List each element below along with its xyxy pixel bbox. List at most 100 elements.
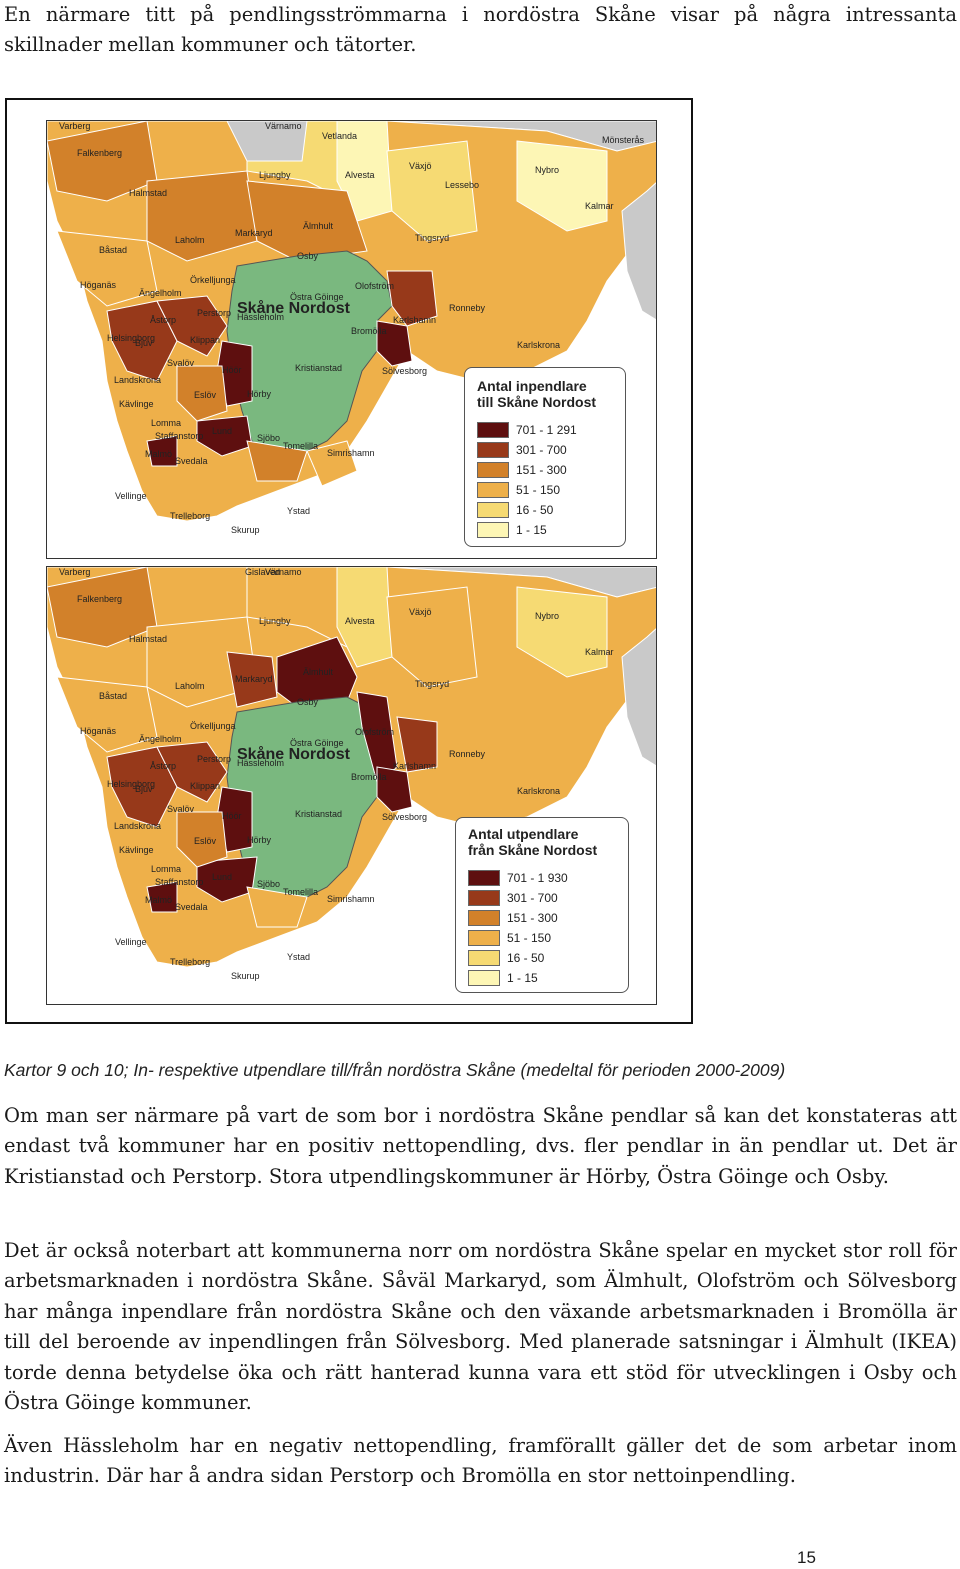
- inpendlare-map-graphic: [47, 121, 656, 558]
- legend-row: 701 - 1 291: [477, 420, 613, 440]
- place-name-label: Höganäs: [80, 726, 117, 736]
- place-name-label: Skurup: [231, 971, 260, 981]
- legend-swatch: [468, 930, 500, 946]
- place-name-label: Svalöv: [167, 358, 195, 368]
- place-name-label: Laholm: [175, 235, 205, 245]
- place-name-label: Falkenberg: [77, 594, 122, 604]
- place-name-label: Malmö: [145, 449, 172, 459]
- place-name-label: Lomma: [151, 418, 181, 428]
- legend-range-label: 51 - 150: [507, 931, 552, 945]
- place-name-label: Lessebo: [445, 180, 479, 190]
- intro-paragraph: En närmare titt på pendlingsströmmarna i…: [4, 3, 957, 57]
- inpendlare-map-labels: Varberg Värnamo Vetlanda Mönsterås Falkenber…: [59, 121, 645, 535]
- legend-range-label: 151 - 300: [507, 911, 558, 925]
- legend-row: 16 - 50: [477, 500, 613, 520]
- place-name-label: Markaryd: [235, 674, 273, 684]
- place-name-label: Kristianstad: [295, 363, 342, 373]
- place-name-label: Båstad: [99, 691, 127, 701]
- place-name-label: Ängelholm: [139, 288, 182, 298]
- legend-row: 1 - 15: [468, 968, 616, 988]
- place-name-label: Vellinge: [115, 491, 147, 501]
- place-name-label: Åstorp: [150, 761, 176, 771]
- legend-range-label: 151 - 300: [516, 463, 567, 477]
- place-name-label: Hässleholm: [237, 312, 284, 322]
- legend-range-label: 301 - 700: [516, 443, 567, 457]
- place-name-label: Sölvesborg: [382, 366, 427, 376]
- legend-swatch: [477, 502, 509, 518]
- legend-title-line-2: från Skåne Nordost: [468, 842, 598, 858]
- legend-range-label: 1 - 15: [516, 523, 547, 537]
- legend-range-label: 1 - 15: [507, 971, 538, 985]
- place-name-label: Kristianstad: [295, 809, 342, 819]
- legend-swatch: [477, 442, 509, 458]
- place-name-label: Åstorp: [150, 315, 176, 325]
- legend-row: 51 - 150: [477, 480, 613, 500]
- legend-swatch: [477, 522, 509, 538]
- legend-swatch: [477, 462, 509, 478]
- place-name-label: Svedala: [175, 902, 208, 912]
- place-name-label: Eslöv: [194, 836, 217, 846]
- place-name-label: Helsingborg: [107, 333, 155, 343]
- legend-row: 301 - 700: [477, 440, 613, 460]
- place-name-label: Ystad: [287, 952, 310, 962]
- legend-title-line-2: till Skåne Nordost: [477, 394, 597, 410]
- place-name-label: Halmstad: [129, 188, 167, 198]
- place-name-label: Svedala: [175, 456, 208, 466]
- place-name-label: Simrishamn: [327, 894, 375, 904]
- place-name-label: Osby: [297, 251, 319, 261]
- place-name-label: Karlshamn: [393, 315, 436, 325]
- place-name-label: Alvesta: [345, 170, 375, 180]
- place-name-label: Bjuv: [135, 338, 153, 348]
- figure-caption: Kartor 9 och 10; In- respektive utpendla…: [4, 1060, 786, 1080]
- paragraph-3: Även Hässleholm har en negativ nettopend…: [4, 1434, 957, 1488]
- place-name-label: Laholm: [175, 681, 205, 691]
- legend-swatch: [477, 422, 509, 438]
- place-name-label: Perstorp: [197, 308, 231, 318]
- inpendlare-map: Varberg Värnamo Vetlanda Mönsterås Falkenber…: [46, 120, 657, 559]
- paragraph-2: Det är också noterbart att kommunerna no…: [4, 1239, 957, 1415]
- place-name-label: Klippan: [190, 335, 220, 345]
- place-name-label: Vetlanda: [322, 131, 357, 141]
- legend-swatch: [468, 910, 500, 926]
- place-name-label: Markaryd: [235, 228, 273, 238]
- page-number: 15: [797, 1548, 816, 1567]
- place-name-label: Ljungby: [259, 170, 291, 180]
- place-name-label: Kävlinge: [119, 399, 154, 409]
- place-name-label: Varberg: [59, 121, 90, 131]
- legend-row: 51 - 150: [468, 928, 616, 948]
- place-name-label: Halmstad: [129, 634, 167, 644]
- legend-row: 301 - 700: [468, 888, 616, 908]
- place-name-label: Värnamo: [265, 567, 302, 577]
- legend-swatch: [477, 482, 509, 498]
- place-name-label: Båstad: [99, 245, 127, 255]
- place-name-label: Tingsryd: [415, 233, 449, 243]
- place-name-label: Höör: [222, 365, 242, 375]
- place-name-label: Simrishamn: [327, 448, 375, 458]
- place-name-label: Värnamo: [265, 121, 302, 131]
- place-name-label: Hässleholm: [237, 758, 284, 768]
- legend-range-label: 701 - 1 930: [507, 871, 568, 885]
- place-name-label: Svalöv: [167, 804, 195, 814]
- legend-range-label: 301 - 700: [507, 891, 558, 905]
- place-name-label: Bromölla: [351, 326, 387, 336]
- legend-title-line-1: Antal inpendlare: [477, 378, 587, 394]
- place-name-label: Karlshamn: [393, 761, 436, 771]
- legend-range-label: 16 - 50: [507, 951, 545, 965]
- place-name-label: Osby: [297, 697, 319, 707]
- place-name-label: Lomma: [151, 864, 181, 874]
- place-name-label: Klippan: [190, 781, 220, 791]
- utpendlare-legend: Antal utpendlare från Skåne Nordost 701 …: [455, 817, 629, 993]
- place-name-label: Mönsterås: [602, 135, 645, 145]
- place-name-label: Olofström: [355, 727, 394, 737]
- place-name-label: Trelleborg: [170, 957, 210, 967]
- place-name-label: Växjö: [409, 161, 432, 171]
- place-name-label: Skurup: [231, 525, 260, 535]
- place-name-label: Tomelilla: [283, 887, 318, 897]
- region-title-label: Skåne Nordost: [237, 299, 351, 317]
- place-name-label: Örkelljunga: [190, 721, 236, 731]
- place-name-label: Nybro: [535, 611, 559, 621]
- place-name-label: Varberg: [59, 567, 90, 577]
- place-name-label: Alvesta: [345, 616, 375, 626]
- place-name-label: Bromölla: [351, 772, 387, 782]
